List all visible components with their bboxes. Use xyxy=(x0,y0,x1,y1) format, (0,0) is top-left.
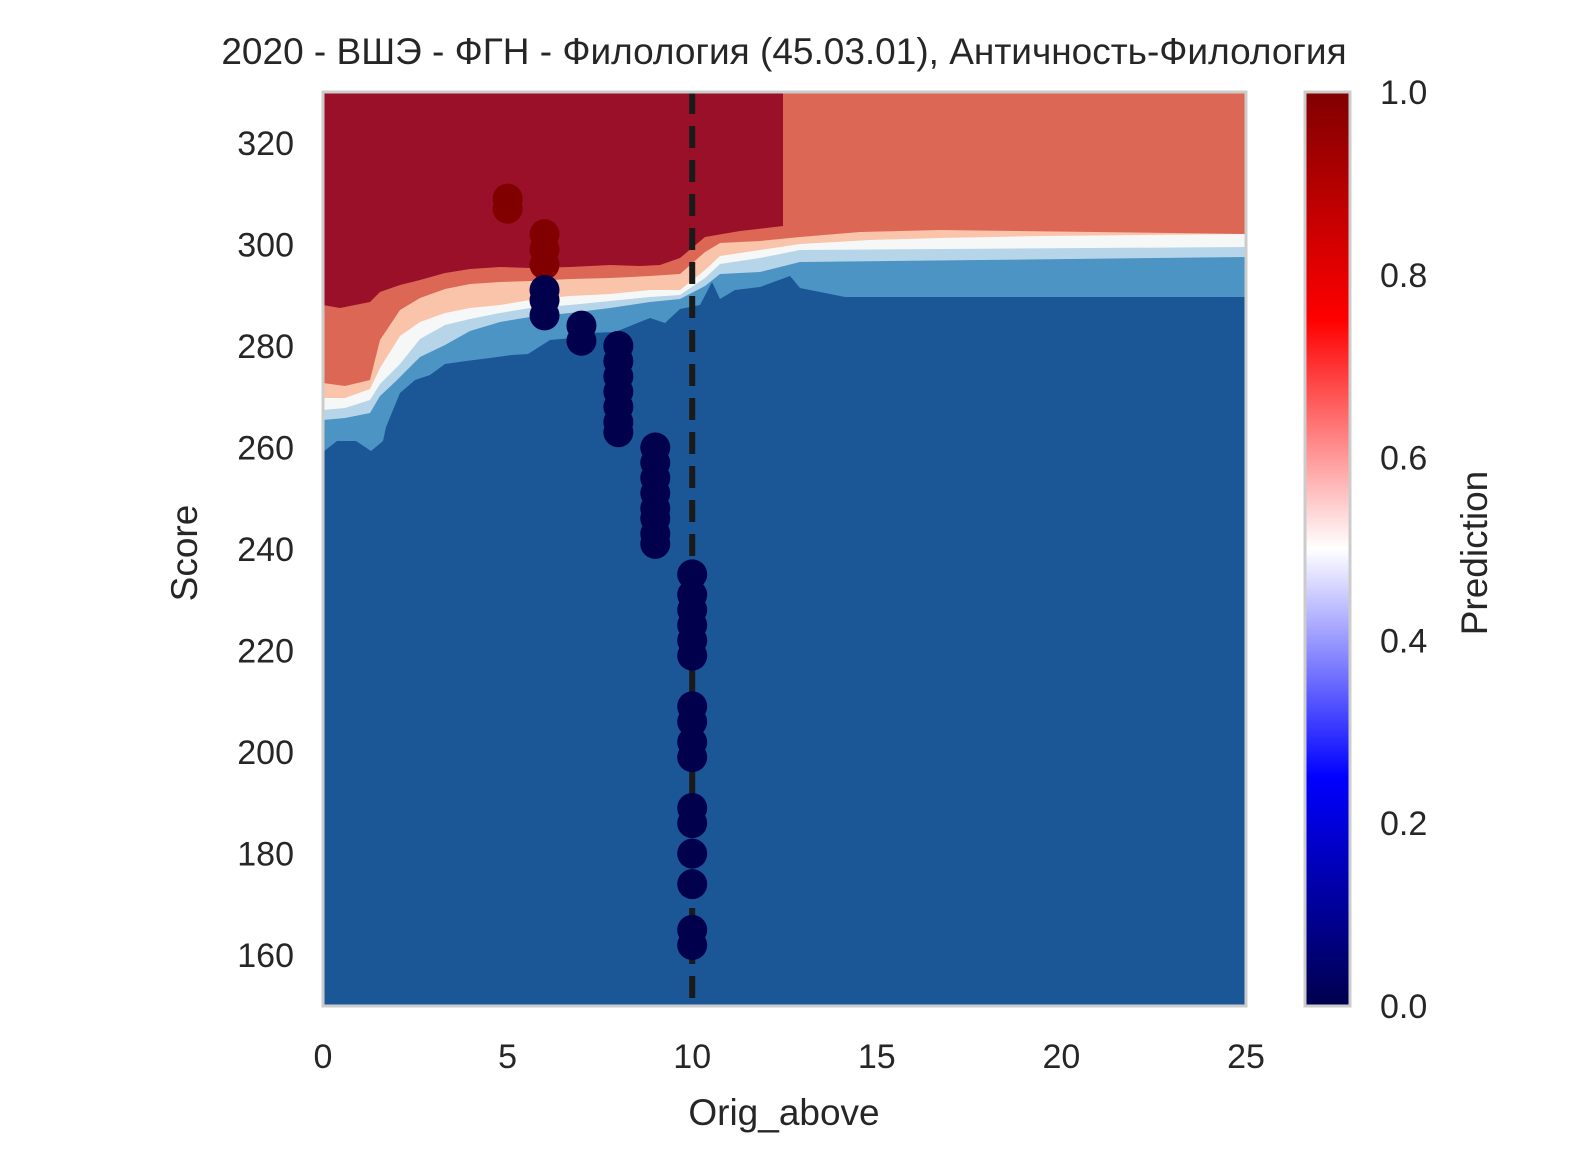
colorbar xyxy=(1305,92,1350,1006)
colorbar-ticks: 0.0 0.2 0.4 0.6 0.8 1.0 xyxy=(1380,74,1427,1026)
colorbar-tick-label: 0.6 xyxy=(1380,440,1427,478)
y-tick-label: 240 xyxy=(237,531,294,569)
data-point xyxy=(677,869,708,900)
colorbar-tick-label: 0.0 xyxy=(1380,988,1427,1026)
colorbar-frame xyxy=(1303,90,1352,1008)
y-tick-label: 160 xyxy=(237,937,294,975)
data-point xyxy=(492,183,523,214)
data-point xyxy=(529,249,560,280)
plot-area xyxy=(323,92,1246,1006)
data-points xyxy=(492,183,708,961)
data-point xyxy=(677,838,708,869)
colorbar-tick-label: 0.4 xyxy=(1380,622,1427,660)
y-tick-label: 220 xyxy=(237,633,294,671)
colorbar-tick-label: 0.8 xyxy=(1380,257,1427,295)
x-tick-label: 20 xyxy=(1042,1038,1080,1076)
x-tick-label: 25 xyxy=(1227,1038,1265,1076)
data-point xyxy=(529,300,560,331)
y-tick-label: 180 xyxy=(237,836,294,874)
y-tick-label: 200 xyxy=(237,734,294,772)
contour-band-0.8-1.0 xyxy=(323,92,783,308)
plot-frame xyxy=(321,90,1248,1008)
data-point xyxy=(677,640,708,671)
colorbar-tick-label: 0.2 xyxy=(1380,805,1427,843)
data-point xyxy=(677,930,708,961)
colorbar-tick-label: 1.0 xyxy=(1380,74,1427,112)
x-tick-label: 15 xyxy=(858,1038,896,1076)
data-point xyxy=(640,528,671,559)
data-point xyxy=(677,808,708,839)
y-axis-label: Score xyxy=(164,505,205,602)
x-axis-ticks: 0 5 10 15 20 25 xyxy=(314,1038,1265,1076)
data-point xyxy=(603,417,634,448)
data-point xyxy=(566,325,597,356)
colorbar-label: Prediction xyxy=(1454,471,1495,636)
y-tick-label: 280 xyxy=(237,328,294,366)
y-tick-label: 300 xyxy=(237,226,294,264)
y-axis-ticks: 160 180 200 220 240 260 280 300 320 xyxy=(237,125,294,975)
y-tick-label: 320 xyxy=(237,125,294,163)
chart-title: 2020 - ВШЭ - ФГН - Филология (45.03.01),… xyxy=(221,31,1346,72)
x-axis-label: Orig_above xyxy=(688,1092,879,1133)
data-point xyxy=(677,742,708,773)
x-tick-label: 0 xyxy=(314,1038,333,1076)
y-tick-label: 260 xyxy=(237,429,294,467)
x-tick-label: 5 xyxy=(498,1038,517,1076)
x-tick-label: 10 xyxy=(673,1038,711,1076)
